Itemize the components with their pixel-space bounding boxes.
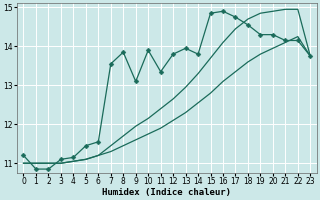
X-axis label: Humidex (Indice chaleur): Humidex (Indice chaleur) [102, 188, 231, 197]
